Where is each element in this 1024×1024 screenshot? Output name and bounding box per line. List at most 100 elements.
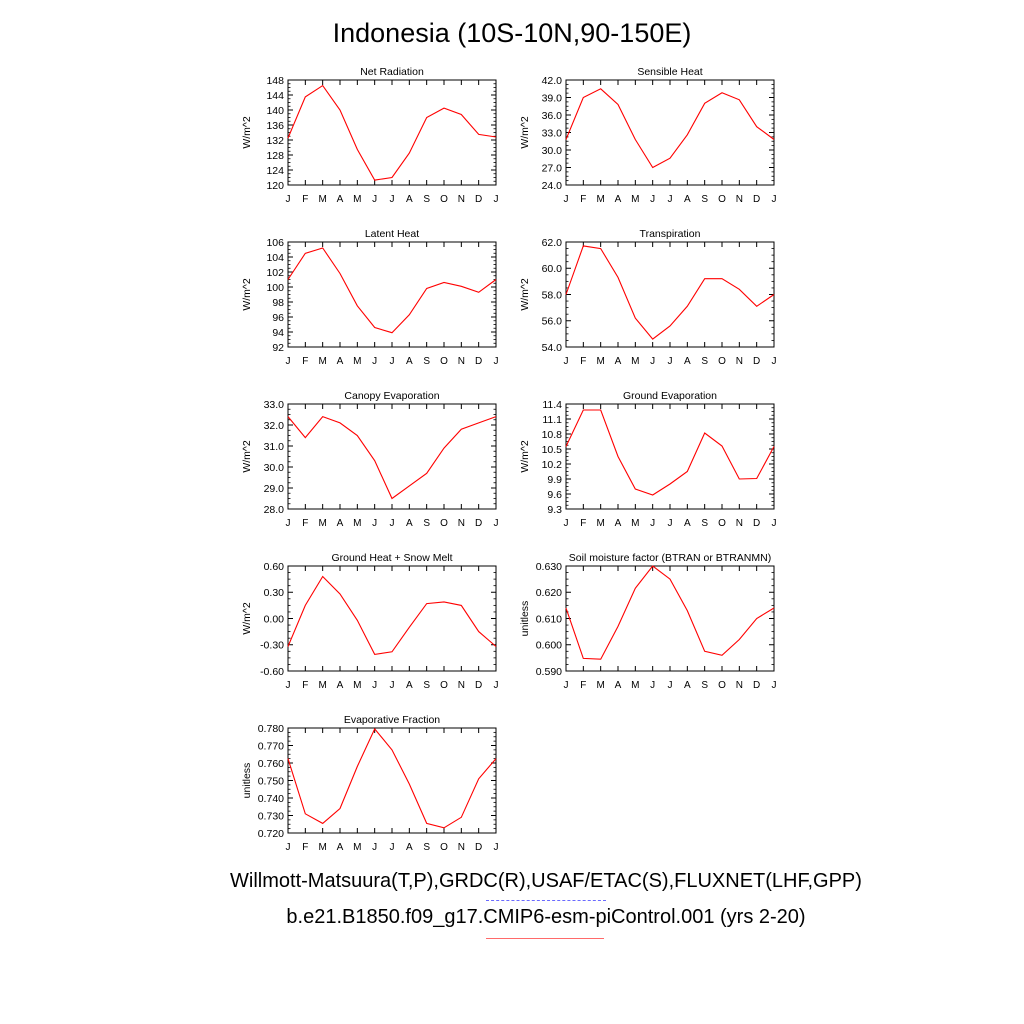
- series-line: [287, 247, 497, 334]
- x-tick-label: O: [718, 356, 726, 367]
- y-tick-label: 24.0: [542, 180, 563, 192]
- y-tick-label: 124: [266, 165, 284, 177]
- series-line: [287, 415, 497, 500]
- x-tick-label: O: [718, 680, 726, 691]
- panel-title: Ground Heat + Snow Melt: [331, 552, 452, 564]
- x-tick-label: S: [423, 680, 430, 691]
- x-tick-label: M: [596, 194, 604, 205]
- x-tick-label: F: [302, 680, 308, 691]
- series-line: [565, 565, 775, 660]
- x-tick-label: D: [753, 356, 760, 367]
- y-tick-label: 96: [272, 312, 284, 324]
- y-tick-label: 102: [266, 267, 284, 279]
- y-tick-label: 132: [266, 135, 284, 147]
- panel-6: Ground Heat + Snow Melt -0.60 -0.30 0.00 0.3…: [241, 552, 499, 691]
- y-tick-label: 136: [266, 120, 284, 132]
- y-tick-label: 144: [266, 90, 284, 102]
- y-tick-label: 29.0: [264, 483, 285, 495]
- y-tick-label: 11.4: [542, 399, 562, 411]
- y-tick-label: 0.600: [536, 640, 562, 652]
- y-tick-label: 0.590: [536, 666, 562, 678]
- x-tick-label: F: [302, 842, 308, 853]
- x-tick-label: J: [494, 518, 499, 529]
- x-tick-label: J: [494, 842, 499, 853]
- x-tick-label: O: [440, 356, 448, 367]
- panel-title: Transpiration: [640, 228, 701, 240]
- x-tick-label: A: [684, 680, 691, 691]
- y-tick-label: 32.0: [264, 420, 285, 432]
- y-tick-label: 0.00: [264, 613, 285, 625]
- x-tick-label: J: [650, 194, 655, 205]
- series-line: [287, 727, 497, 829]
- x-tick-label: A: [615, 518, 622, 529]
- y-tick-label: 36.0: [542, 110, 563, 122]
- x-tick-label: M: [318, 842, 326, 853]
- x-tick-label: O: [440, 194, 448, 205]
- y-tick-label: 27.0: [542, 162, 563, 174]
- x-tick-label: M: [631, 356, 639, 367]
- x-tick-label: O: [718, 518, 726, 529]
- x-tick-label: J: [668, 356, 673, 367]
- x-tick-label: M: [353, 842, 361, 853]
- panel-8: Evaporative Fraction 0.720 0.730 0.740 0.750…: [241, 714, 499, 853]
- x-tick-label: J: [390, 680, 395, 691]
- x-tick-label: J: [286, 518, 291, 529]
- panel-title: Latent Heat: [365, 228, 419, 240]
- x-tick-label: J: [564, 356, 569, 367]
- y-tick-label: 92: [272, 342, 284, 354]
- x-tick-label: A: [406, 680, 413, 691]
- y-axis-label: W/m^2: [519, 116, 531, 149]
- x-tick-label: M: [631, 518, 639, 529]
- y-tick-label: 0.770: [258, 740, 284, 752]
- x-tick-label: A: [406, 194, 413, 205]
- x-tick-label: S: [423, 356, 430, 367]
- x-tick-label: J: [772, 518, 777, 529]
- y-tick-label: 39.0: [542, 92, 563, 104]
- x-tick-label: J: [668, 680, 673, 691]
- y-tick-label: 140: [266, 105, 284, 117]
- panel-4: Canopy Evaporation 28.0 29.0 30.0 31.0 32.0 33…: [241, 390, 499, 529]
- x-tick-label: M: [318, 194, 326, 205]
- x-tick-label: M: [318, 356, 326, 367]
- x-tick-label: A: [406, 356, 413, 367]
- x-tick-label: J: [390, 518, 395, 529]
- x-tick-label: D: [475, 356, 482, 367]
- x-tick-label: N: [736, 680, 743, 691]
- y-tick-label: 0.780: [258, 723, 284, 735]
- y-tick-label: 0.60: [264, 561, 285, 573]
- x-tick-label: N: [458, 842, 465, 853]
- series-line: [565, 245, 775, 340]
- x-tick-label: J: [650, 518, 655, 529]
- x-tick-label: M: [596, 518, 604, 529]
- x-tick-label: J: [668, 194, 673, 205]
- y-tick-label: 11.1: [542, 414, 562, 426]
- y-tick-label: 9.6: [547, 489, 562, 501]
- page-title: Indonesia (10S-10N,90-150E): [332, 18, 692, 48]
- x-tick-label: A: [337, 194, 344, 205]
- y-tick-label: 30.0: [264, 462, 285, 474]
- y-tick-label: 120: [266, 180, 284, 192]
- x-tick-label: J: [564, 194, 569, 205]
- y-axis-label: W/m^2: [241, 440, 253, 473]
- x-tick-label: J: [390, 842, 395, 853]
- y-tick-label: 31.0: [264, 441, 285, 453]
- x-tick-label: J: [372, 842, 377, 853]
- x-tick-label: A: [615, 356, 622, 367]
- model-legend-label: b.e21.B1850.f09_g17.CMIP6-esm-piControl.…: [286, 906, 806, 928]
- x-tick-label: D: [753, 680, 760, 691]
- x-tick-label: M: [318, 680, 326, 691]
- y-tick-label: 0.720: [258, 828, 284, 840]
- x-tick-label: J: [286, 680, 291, 691]
- x-tick-label: A: [337, 518, 344, 529]
- x-tick-label: A: [337, 680, 344, 691]
- y-axis-label: W/m^2: [241, 116, 253, 149]
- x-tick-label: M: [596, 356, 604, 367]
- panel-frame: [565, 565, 775, 672]
- x-tick-label: J: [494, 680, 499, 691]
- x-tick-label: F: [302, 356, 308, 367]
- x-tick-label: D: [475, 194, 482, 205]
- y-tick-label: 0.750: [258, 775, 284, 787]
- x-tick-label: J: [390, 356, 395, 367]
